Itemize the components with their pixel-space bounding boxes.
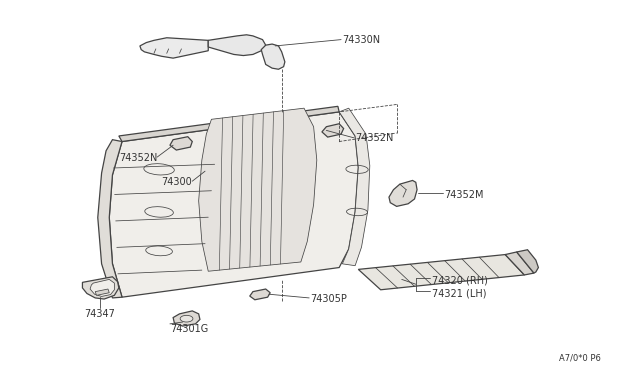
Text: 74300: 74300 — [161, 177, 192, 187]
Polygon shape — [339, 108, 370, 266]
Text: 74305P: 74305P — [310, 294, 348, 304]
Polygon shape — [389, 180, 417, 206]
Text: 74321 (LH): 74321 (LH) — [432, 288, 486, 298]
Polygon shape — [140, 38, 208, 58]
Polygon shape — [505, 252, 534, 275]
Text: 74352M: 74352M — [445, 190, 484, 200]
Polygon shape — [90, 279, 115, 296]
Text: 74352N: 74352N — [119, 153, 157, 163]
Text: A7/0*0 P6: A7/0*0 P6 — [559, 354, 602, 363]
Polygon shape — [173, 311, 200, 326]
Polygon shape — [170, 137, 192, 150]
Polygon shape — [98, 140, 122, 298]
Polygon shape — [516, 250, 538, 273]
Polygon shape — [83, 277, 119, 299]
Text: 74320 (RH): 74320 (RH) — [432, 276, 488, 285]
Polygon shape — [358, 254, 524, 290]
Polygon shape — [208, 35, 266, 55]
Text: 74330N: 74330N — [342, 35, 380, 45]
Polygon shape — [250, 289, 270, 300]
Polygon shape — [198, 108, 317, 271]
Polygon shape — [109, 112, 358, 297]
Polygon shape — [95, 289, 109, 295]
Polygon shape — [119, 106, 339, 141]
Ellipse shape — [180, 315, 193, 322]
Text: 74301G: 74301G — [170, 324, 208, 334]
Text: 74352N: 74352N — [355, 133, 394, 143]
Polygon shape — [322, 124, 344, 137]
Text: 74347: 74347 — [84, 309, 115, 319]
Polygon shape — [261, 44, 285, 69]
